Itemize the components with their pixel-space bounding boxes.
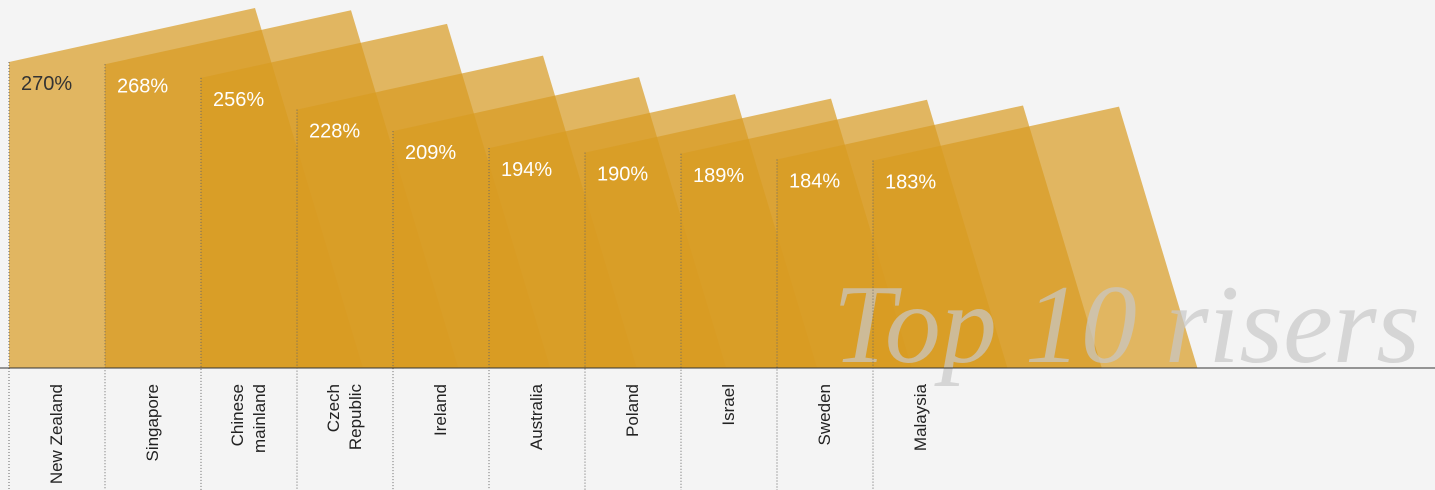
bar xyxy=(873,106,1198,368)
value-label: 256% xyxy=(213,89,264,111)
category-label: Malaysia xyxy=(911,384,930,452)
value-label: 270% xyxy=(21,73,72,95)
value-label: 194% xyxy=(501,159,552,181)
value-label: 228% xyxy=(309,121,360,143)
category-label: Chinese mainland xyxy=(228,384,269,453)
value-label: 268% xyxy=(117,75,168,97)
category-label: Israel xyxy=(719,384,738,426)
category-label: Czech Republic xyxy=(324,384,365,451)
value-label: 183% xyxy=(885,172,936,194)
category-label: Australia xyxy=(527,384,546,451)
value-label: 209% xyxy=(405,142,456,164)
category-label: Ireland xyxy=(431,384,450,436)
chart-title: Top 10 risers xyxy=(833,263,1420,387)
value-label: 190% xyxy=(597,164,648,186)
category-label: Singapore xyxy=(143,384,162,462)
category-label: Poland xyxy=(623,384,642,437)
value-label: 189% xyxy=(693,165,744,187)
value-label: 184% xyxy=(789,170,840,192)
category-label: Sweden xyxy=(815,384,834,446)
category-label: New Zealand xyxy=(47,384,66,485)
